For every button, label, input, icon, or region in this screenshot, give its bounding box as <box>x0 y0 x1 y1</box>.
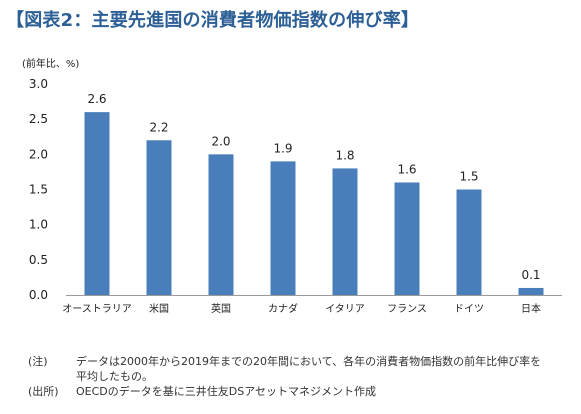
data-label: 2.2 <box>149 120 168 134</box>
x-tick-label: 日本 <box>521 302 541 315</box>
bar <box>146 140 172 295</box>
bar <box>456 189 482 295</box>
x-tick-label: オーストラリア <box>62 303 132 315</box>
data-label: 2.6 <box>87 92 106 106</box>
y-tick-label: 1.0 <box>29 218 48 232</box>
bar <box>518 287 544 295</box>
bar <box>332 168 358 295</box>
y-tick-label: 2.0 <box>29 147 48 161</box>
bar-chart: (前年比、%) 0.0 0.5 1.0 1.5 2.0 2.5 3.0 2.6 2.2 2.0 1… <box>22 57 562 315</box>
y-tick-label: 0.5 <box>29 253 48 267</box>
y-tick-label: 0.0 <box>29 288 48 302</box>
bar <box>208 154 234 295</box>
data-label: 1.5 <box>459 170 478 184</box>
x-tick-label: 米国 <box>149 302 169 315</box>
x-tick-label: 英国 <box>211 302 231 315</box>
data-label: 1.9 <box>273 141 292 155</box>
data-label: 1.8 <box>335 148 354 162</box>
footnotes: (注) データは2000年から2019年までの20年間において、各年の消費者物価… <box>28 354 546 399</box>
x-axis-labels: オーストラリア 米国 英国 カナダ イタリア フランス ドイツ 日本 <box>62 302 541 315</box>
data-label: 0.1 <box>521 268 540 282</box>
y-tick-label: 2.5 <box>29 112 48 126</box>
bar <box>84 112 110 295</box>
x-tick-label: イタリア <box>325 303 365 315</box>
note-label: (注) <box>28 355 48 368</box>
source-row: (出所) OECDのデータを基に三井住友DSアセットマネジメント作成 <box>28 384 546 399</box>
y-tick-label: 1.5 <box>29 183 48 197</box>
note-text: データは2000年から2019年までの20年間において、各年の消費者物価指数の前… <box>76 355 542 383</box>
x-tick-label: ドイツ <box>454 304 484 315</box>
chart-area: (前年比、%) 0.0 0.5 1.0 1.5 2.0 2.5 3.0 2.6 2.2 2.0 1… <box>0 48 581 342</box>
y-tick-label: 3.0 <box>29 77 48 91</box>
chart-title: 【図表2：主要先進国の消費者物価指数の伸び率】 <box>6 10 420 31</box>
y-axis-ticks: 0.0 0.5 1.0 1.5 2.0 2.5 3.0 <box>29 77 48 302</box>
bar <box>270 161 296 295</box>
source-label: (出所) <box>28 385 59 398</box>
bar <box>394 182 420 295</box>
source-text: OECDのデータを基に三井住友DSアセットマネジメント作成 <box>76 385 376 398</box>
y-unit-label: (前年比、%) <box>22 57 79 70</box>
note-row: (注) データは2000年から2019年までの20年間において、各年の消費者物価… <box>28 354 546 384</box>
bars <box>84 112 544 295</box>
data-labels: 2.6 2.2 2.0 1.9 1.8 1.6 1.5 0.1 <box>87 92 540 282</box>
x-tick-label: カナダ <box>268 302 298 315</box>
x-tick-label: フランス <box>387 303 427 315</box>
data-label: 1.6 <box>397 162 416 176</box>
data-label: 2.0 <box>211 134 230 148</box>
